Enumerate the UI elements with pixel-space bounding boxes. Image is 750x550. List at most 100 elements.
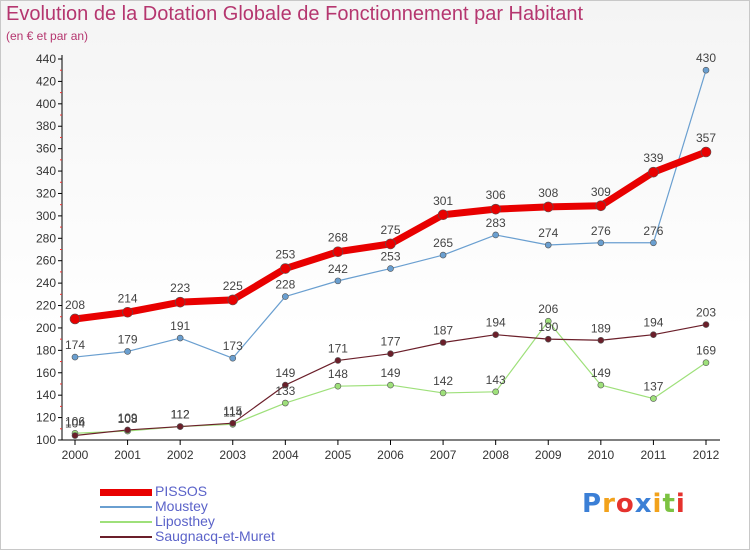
data-point xyxy=(387,265,394,272)
data-label: 108 xyxy=(118,412,138,426)
data-point xyxy=(650,395,657,402)
x-tick-label: 2005 xyxy=(325,448,352,462)
data-point xyxy=(122,306,133,318)
x-tick-label: 2002 xyxy=(167,448,194,462)
data-point xyxy=(490,203,501,215)
data-point xyxy=(597,381,605,389)
legend-label: Liposthey xyxy=(155,513,215,529)
data-label: 191 xyxy=(170,319,190,333)
y-tick-label: 100 xyxy=(36,433,56,447)
data-point xyxy=(71,353,79,361)
data-label: 308 xyxy=(538,186,558,200)
data-label: 190 xyxy=(538,320,558,334)
y-tick-label: 300 xyxy=(36,209,56,223)
data-label: 187 xyxy=(433,324,453,338)
data-label: 357 xyxy=(696,131,716,145)
y-tick-label: 140 xyxy=(36,388,56,402)
data-point xyxy=(387,350,394,358)
x-tick-label: 2001 xyxy=(114,448,141,462)
data-label: 112 xyxy=(171,408,190,422)
data-point xyxy=(229,354,237,362)
data-label: 194 xyxy=(486,316,506,330)
data-point xyxy=(702,321,710,328)
x-tick-label: 2008 xyxy=(482,448,509,462)
data-label: 169 xyxy=(696,344,716,358)
data-point xyxy=(544,317,552,325)
data-point xyxy=(492,231,499,239)
x-tick-label: 2012 xyxy=(693,448,720,462)
logo-letter: t xyxy=(662,489,676,519)
logo-letter: P xyxy=(582,489,603,519)
y-tick-label: 320 xyxy=(36,186,56,200)
data-point xyxy=(597,239,605,247)
data-label: 228 xyxy=(275,278,295,292)
legend-swatch xyxy=(100,521,152,523)
data-label: 275 xyxy=(380,223,400,237)
data-point xyxy=(176,334,184,342)
data-point xyxy=(176,423,184,430)
x-tick-label: 2004 xyxy=(272,448,299,462)
y-tick-label: 280 xyxy=(36,231,56,245)
y-tick-label: 120 xyxy=(36,411,56,425)
data-point xyxy=(387,381,394,389)
data-point xyxy=(282,399,289,407)
y-tick-label: 360 xyxy=(36,142,56,156)
data-point xyxy=(700,146,712,158)
x-tick-label: 2000 xyxy=(62,448,89,462)
data-point xyxy=(437,209,449,221)
data-label: 203 xyxy=(696,306,716,320)
legend-swatch xyxy=(100,488,152,496)
y-tick-label: 260 xyxy=(36,254,56,268)
data-point xyxy=(334,382,342,390)
series-line-moustey xyxy=(74,69,707,359)
data-label: 223 xyxy=(170,281,190,295)
data-point xyxy=(174,296,186,308)
y-tick-label: 200 xyxy=(36,321,56,335)
data-label: 265 xyxy=(433,236,453,250)
data-point xyxy=(282,293,289,300)
data-point xyxy=(280,263,291,274)
data-label: 114 xyxy=(223,405,242,419)
data-point xyxy=(544,241,552,249)
data-label: 112 xyxy=(171,408,190,422)
data-label: 149 xyxy=(380,366,400,380)
data-label: 276 xyxy=(643,224,663,238)
y-tick-label: 440 xyxy=(36,52,56,66)
data-point xyxy=(702,359,710,366)
proxiti-logo: Proxiti xyxy=(582,489,686,519)
data-label: 171 xyxy=(328,341,348,355)
data-label: 283 xyxy=(486,216,506,230)
y-tick-label: 400 xyxy=(36,97,56,111)
data-label: 109 xyxy=(118,411,138,425)
data-point xyxy=(597,336,605,344)
data-label: 174 xyxy=(65,338,85,352)
chart-title: Evolution de la Dotation Globale de Fonc… xyxy=(6,3,584,25)
data-label: 301 xyxy=(433,194,453,208)
data-point xyxy=(385,238,396,250)
data-label: 104 xyxy=(65,417,85,431)
data-point xyxy=(332,246,344,258)
x-tick-label: 2007 xyxy=(430,448,457,462)
data-point xyxy=(492,331,499,338)
data-label: 143 xyxy=(486,373,506,387)
x-tick-label: 2009 xyxy=(535,448,562,462)
data-label: 194 xyxy=(643,316,663,330)
data-label: 242 xyxy=(328,262,348,276)
data-point xyxy=(648,166,659,178)
data-point xyxy=(282,381,289,389)
data-label: 274 xyxy=(538,226,558,240)
data-label: 253 xyxy=(275,248,295,262)
data-label: 179 xyxy=(118,332,138,346)
y-tick-label: 420 xyxy=(36,74,56,88)
data-point xyxy=(334,277,342,285)
data-point xyxy=(124,348,131,355)
data-label: 309 xyxy=(591,185,611,199)
data-label: 225 xyxy=(223,279,243,293)
data-point xyxy=(595,200,607,212)
data-label: 173 xyxy=(223,339,243,353)
legend-swatch xyxy=(100,506,152,508)
legend-label: Saugnacq-et-Muret xyxy=(155,528,275,544)
data-label: 253 xyxy=(380,250,400,264)
data-label: 115 xyxy=(223,404,242,418)
